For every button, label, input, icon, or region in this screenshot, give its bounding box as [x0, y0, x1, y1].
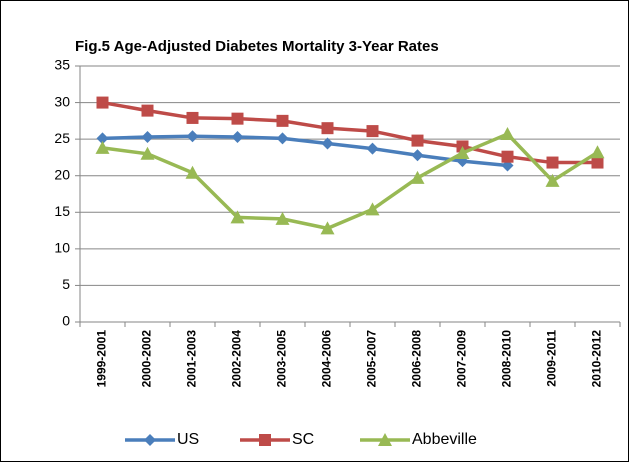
point — [455, 146, 470, 160]
chart-title: Fig.5 Age-Adjusted Diabetes Mortality 3-… — [75, 38, 439, 55]
point — [231, 130, 244, 143]
legend-label: Abbeville — [412, 431, 477, 448]
point — [366, 125, 379, 138]
legend-marker — [144, 434, 156, 446]
legend-label: US — [177, 431, 199, 448]
point — [186, 130, 199, 143]
point — [141, 130, 154, 143]
point — [365, 202, 380, 216]
y-tick-label: 5 — [62, 276, 70, 292]
point — [95, 140, 110, 154]
x-tick-label: 2010-2012 — [590, 330, 604, 388]
point — [366, 142, 379, 155]
point — [230, 210, 245, 224]
point — [185, 165, 200, 179]
point — [411, 149, 424, 162]
point — [186, 111, 199, 124]
x-tick-label: 2001-2003 — [185, 330, 199, 388]
x-tick-label: 2009-2011 — [545, 330, 559, 387]
point — [231, 112, 244, 125]
point — [410, 170, 425, 184]
point — [590, 145, 605, 159]
series-line — [102, 134, 508, 168]
point — [276, 114, 289, 127]
x-tick-label: 1999-2001 — [95, 330, 109, 388]
point — [501, 150, 514, 163]
y-tick-label: 15 — [54, 203, 70, 219]
point — [321, 122, 334, 135]
point — [276, 132, 289, 145]
point — [275, 211, 290, 225]
x-tick-label: 2000-2002 — [140, 330, 154, 388]
point — [546, 156, 559, 169]
y-tick-label: 10 — [54, 240, 70, 256]
point — [321, 137, 334, 150]
series-line — [102, 100, 598, 165]
point — [320, 221, 335, 235]
point — [591, 156, 604, 169]
x-tick-label: 2005-2007 — [365, 330, 379, 388]
x-tick-label: 2008-2010 — [500, 330, 514, 388]
series-line — [102, 131, 599, 231]
point — [411, 134, 424, 147]
x-tick-label: 2002-2004 — [230, 330, 244, 388]
point — [140, 146, 155, 160]
x-tick-label: 2004-2006 — [320, 330, 334, 388]
x-tick-label: 2006-2008 — [410, 330, 424, 388]
point — [545, 173, 560, 187]
legend-marker — [259, 434, 271, 446]
y-tick-label: 30 — [54, 93, 70, 109]
point — [141, 104, 154, 117]
point — [96, 132, 109, 145]
legend-label: SC — [292, 431, 314, 448]
point — [96, 96, 109, 109]
y-tick-label: 35 — [54, 57, 70, 73]
x-tick-label: 2007-2009 — [455, 330, 469, 388]
x-tick-label: 2003-2005 — [275, 330, 289, 388]
point — [500, 127, 515, 141]
y-tick-label: 0 — [62, 313, 70, 329]
legend-marker — [378, 433, 392, 446]
y-tick-label: 20 — [54, 166, 70, 182]
y-tick-label: 25 — [54, 130, 70, 146]
